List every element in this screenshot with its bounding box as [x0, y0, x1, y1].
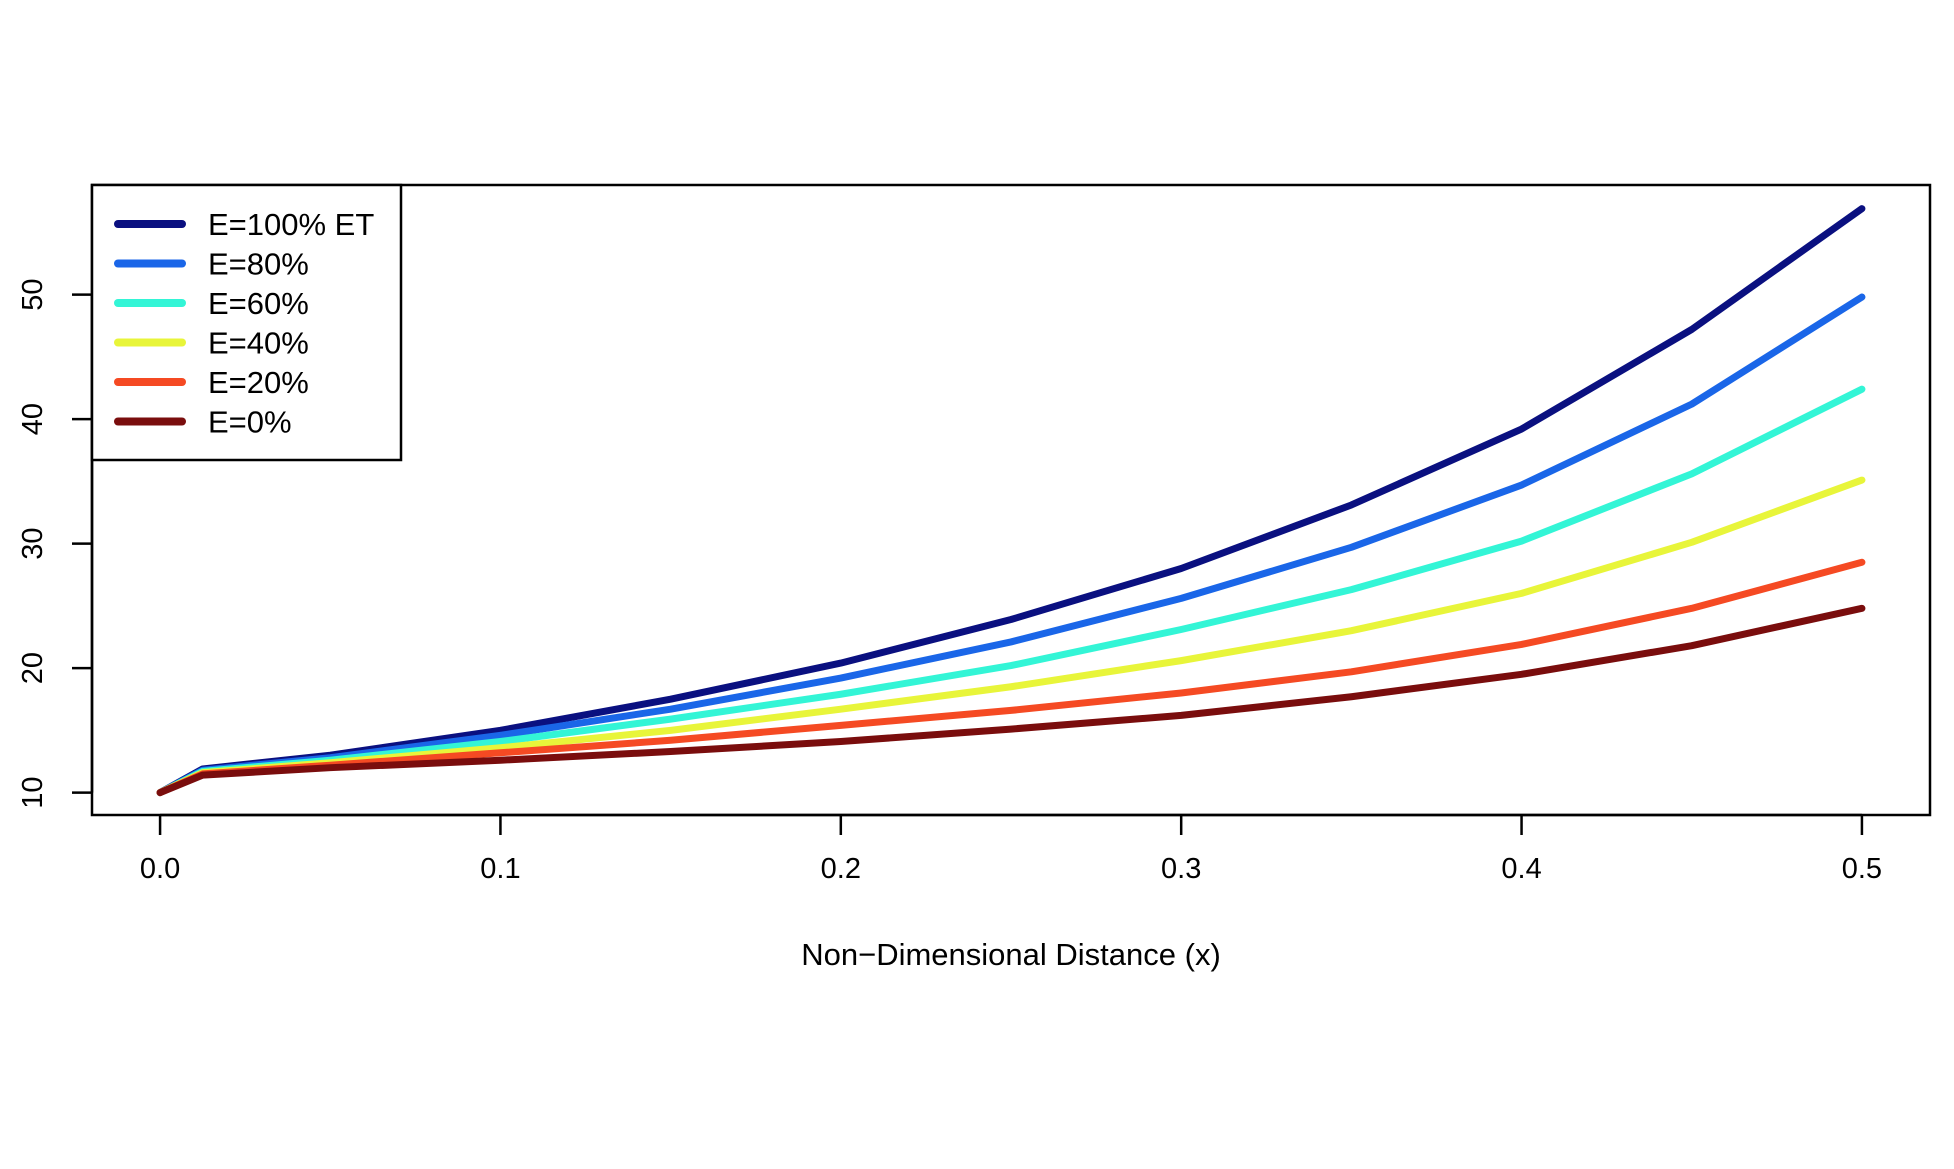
y-tick-label: 50 [17, 278, 49, 310]
legend-box [90, 183, 403, 462]
x-tick-label: 0.0 [140, 853, 180, 885]
y-tick-label: 10 [17, 776, 49, 808]
legend-label: E=60% [208, 286, 309, 321]
x-tick-label: 0.1 [480, 853, 520, 885]
x-tick-label: 0.4 [1501, 853, 1541, 885]
legend: E=100% ET E=80% E=60% E=40% E=20% E=0% [90, 183, 403, 462]
x-axis-title: Non−Dimensional Distance (x) [801, 937, 1221, 972]
y-tick-label: 40 [17, 403, 49, 435]
x-tick-label: 0.5 [1842, 853, 1882, 885]
legend-label: E=100% ET [208, 207, 374, 242]
x-tick-label: 0.3 [1161, 853, 1201, 885]
y-axis: 10 20 30 40 50 [17, 278, 94, 809]
legend-items: E=100% ET E=80% E=60% E=40% E=20% E=0% [114, 207, 374, 440]
series-line-1 [156, 293, 1866, 797]
legend-label: E=40% [208, 326, 309, 361]
series-line-0 [156, 205, 1866, 797]
legend-label: E=20% [208, 365, 309, 400]
legend-label: E=0% [208, 405, 292, 440]
y-tick-label: 30 [17, 527, 49, 559]
x-axis: 0.0 0.1 0.2 0.3 0.4 0.5 [140, 813, 1882, 885]
series-line-4 [156, 558, 1866, 797]
x-tick-label: 0.2 [821, 853, 861, 885]
series-layer [156, 205, 1866, 797]
legend-label: E=80% [208, 247, 309, 282]
y-tick-label: 20 [17, 652, 49, 684]
series-line-5 [156, 604, 1866, 797]
